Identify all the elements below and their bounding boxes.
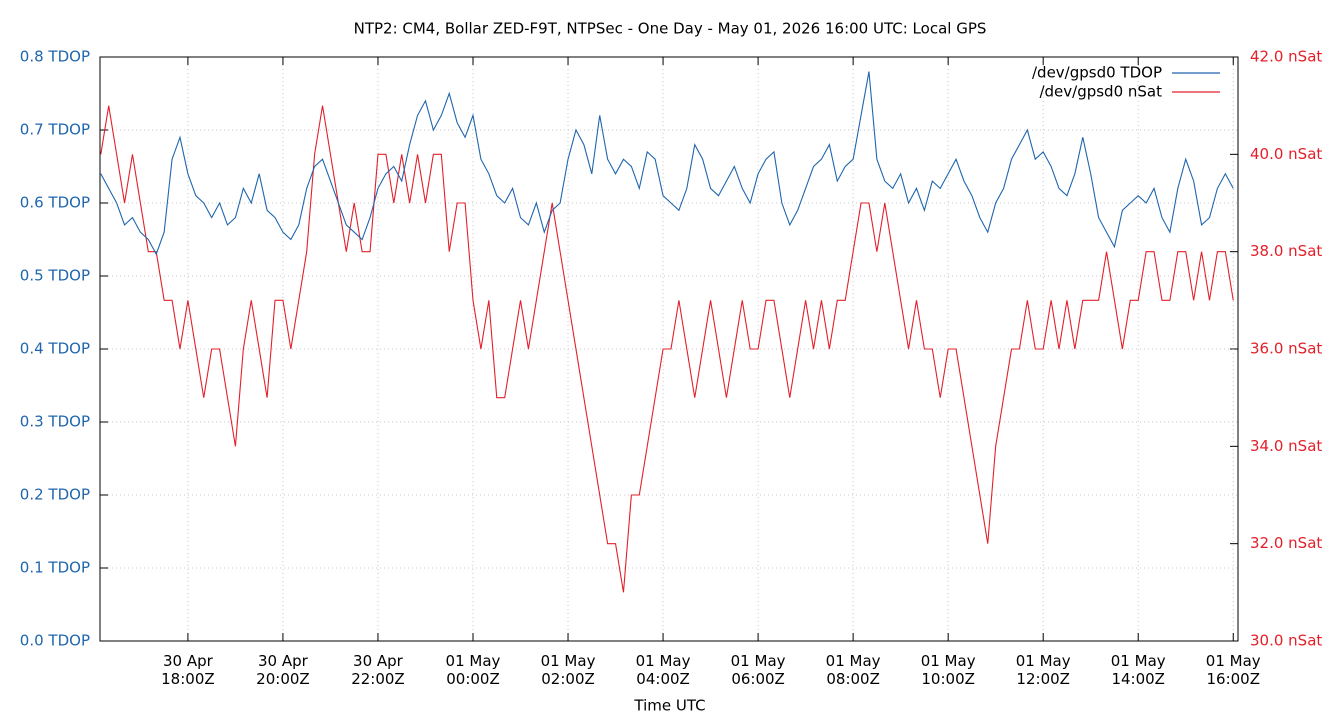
y2-tick-label: 38.0 nSat <box>1250 242 1322 260</box>
y-tick-label: 0.3 TDOP <box>20 413 90 431</box>
x-tick-label: 01 May 14:00Z <box>1111 652 1166 688</box>
x-tick-label: 30 Apr 20:00Z <box>256 652 310 688</box>
legend-label: /dev/gpsd0 nSat <box>1039 83 1162 101</box>
x-tick-label: 01 May 16:00Z <box>1206 652 1261 688</box>
x-tick-label: 30 Apr 18:00Z <box>161 652 215 688</box>
x-tick-label: 01 May 04:00Z <box>636 652 691 688</box>
y-tick-label: 0.7 TDOP <box>20 121 90 139</box>
y-tick-label: 0.1 TDOP <box>20 559 90 577</box>
x-tick-label: 01 May 12:00Z <box>1016 652 1071 688</box>
series-line <box>100 105 1234 593</box>
x-tick-label: 01 May 08:00Z <box>826 652 881 688</box>
y-tick-label: 0.4 TDOP <box>20 340 90 358</box>
y2-tick-label: 34.0 nSat <box>1250 437 1322 455</box>
x-axis-label: Time UTC <box>633 697 705 715</box>
x-tick-label: 01 May 10:00Z <box>921 652 976 688</box>
y2-tick-label: 40.0 nSat <box>1250 145 1322 163</box>
y2-tick-label: 32.0 nSat <box>1250 534 1322 552</box>
y-tick-label: 0.5 TDOP <box>20 267 90 285</box>
series-line <box>100 71 1234 256</box>
x-tick-label: 01 May 02:00Z <box>541 652 596 688</box>
y-tick-label: 0.8 TDOP <box>20 48 90 66</box>
y-tick-label: 0.6 TDOP <box>20 194 90 212</box>
plot-frame <box>99 56 1239 642</box>
chart-title: NTP2: CM4, Bollar ZED-F9T, NTPSec - One … <box>354 20 987 38</box>
y-tick-label: 0.2 TDOP <box>20 486 90 504</box>
y2-tick-label: 42.0 nSat <box>1250 48 1322 66</box>
x-tick-label: 30 Apr 22:00Z <box>351 652 405 688</box>
y-tick-label: 0.0 TDOP <box>20 632 90 650</box>
y2-tick-label: 30.0 nSat <box>1250 632 1322 650</box>
y2-tick-label: 36.0 nSat <box>1250 340 1322 358</box>
legend-label: /dev/gpsd0 TDOP <box>1032 64 1162 82</box>
x-tick-label: 01 May 00:00Z <box>446 652 501 688</box>
x-tick-label: 01 May 06:00Z <box>731 652 786 688</box>
